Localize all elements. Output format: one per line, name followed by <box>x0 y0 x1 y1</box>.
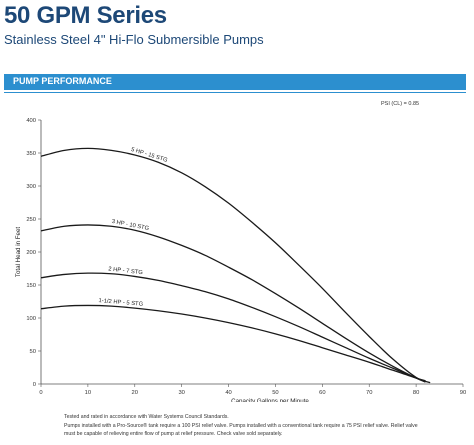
curve-4 <box>40 304 426 382</box>
y-tick-label: 200 <box>26 250 36 256</box>
y-tick-label: 100 <box>26 316 36 322</box>
chart-curves <box>40 147 431 384</box>
footnote-relief-valve: Pumps installed with a Pro-Source® tank … <box>64 423 418 429</box>
y-tick-label: 250 <box>26 217 36 223</box>
power-factor-note: PSI (CL) = 0.85 <box>381 101 420 107</box>
x-tick-label: 30 <box>178 390 184 396</box>
page-title: 50 GPM Series <box>4 2 167 29</box>
section-title: PUMP PERFORMANCE <box>13 76 112 86</box>
x-tick-label: 90 <box>460 390 466 396</box>
chart-axes: 0 50 100 150 200 250 300 350 400 0 10 20 30 40 50 60 70 8… <box>15 118 466 402</box>
x-tick-label: 20 <box>132 390 138 396</box>
curve-1 <box>40 147 431 384</box>
page-subtitle: Stainless Steel 4" Hi-Flo Submersible Pu… <box>4 32 264 47</box>
curve-2 <box>40 224 426 383</box>
x-axis-title: Capacity Gallons per Minute <box>231 398 309 402</box>
y-tick-label: 50 <box>30 349 36 355</box>
x-tick-label: 10 <box>85 390 91 396</box>
x-tick-label: 50 <box>272 390 278 396</box>
section-header-bar: PUMP PERFORMANCE <box>4 74 466 90</box>
curve-label: 1-1/2 HP - 5 STG <box>98 298 144 308</box>
y-tick-label: 300 <box>26 184 36 190</box>
y-tick-label: 400 <box>26 118 36 124</box>
y-tick-label: 350 <box>26 151 36 157</box>
y-axis-title: Total Head in Feet <box>15 227 22 277</box>
curve-label: 3 HP - 10 STG <box>111 219 150 232</box>
y-tick-label: 0 <box>33 382 36 388</box>
y-tick-label: 150 <box>26 283 36 289</box>
curve-3 <box>40 272 426 382</box>
footnote-standards: Tested and rated in accordance with Wate… <box>64 414 229 420</box>
curve-label: 2 HP - 7 STG <box>108 266 144 276</box>
x-tick-label: 40 <box>225 390 231 396</box>
x-tick-label: 70 <box>366 390 372 396</box>
x-tick-label: 0 <box>39 390 42 396</box>
pump-performance-chart: 0 50 100 150 200 250 300 350 400 0 10 20 30 40 50 60 70 8… <box>15 118 466 402</box>
footnote-check-valve: must be capable of relieving entire flow… <box>64 431 283 437</box>
section-divider <box>4 92 466 93</box>
x-tick-label: 80 <box>413 390 419 396</box>
x-tick-label: 60 <box>319 390 325 396</box>
